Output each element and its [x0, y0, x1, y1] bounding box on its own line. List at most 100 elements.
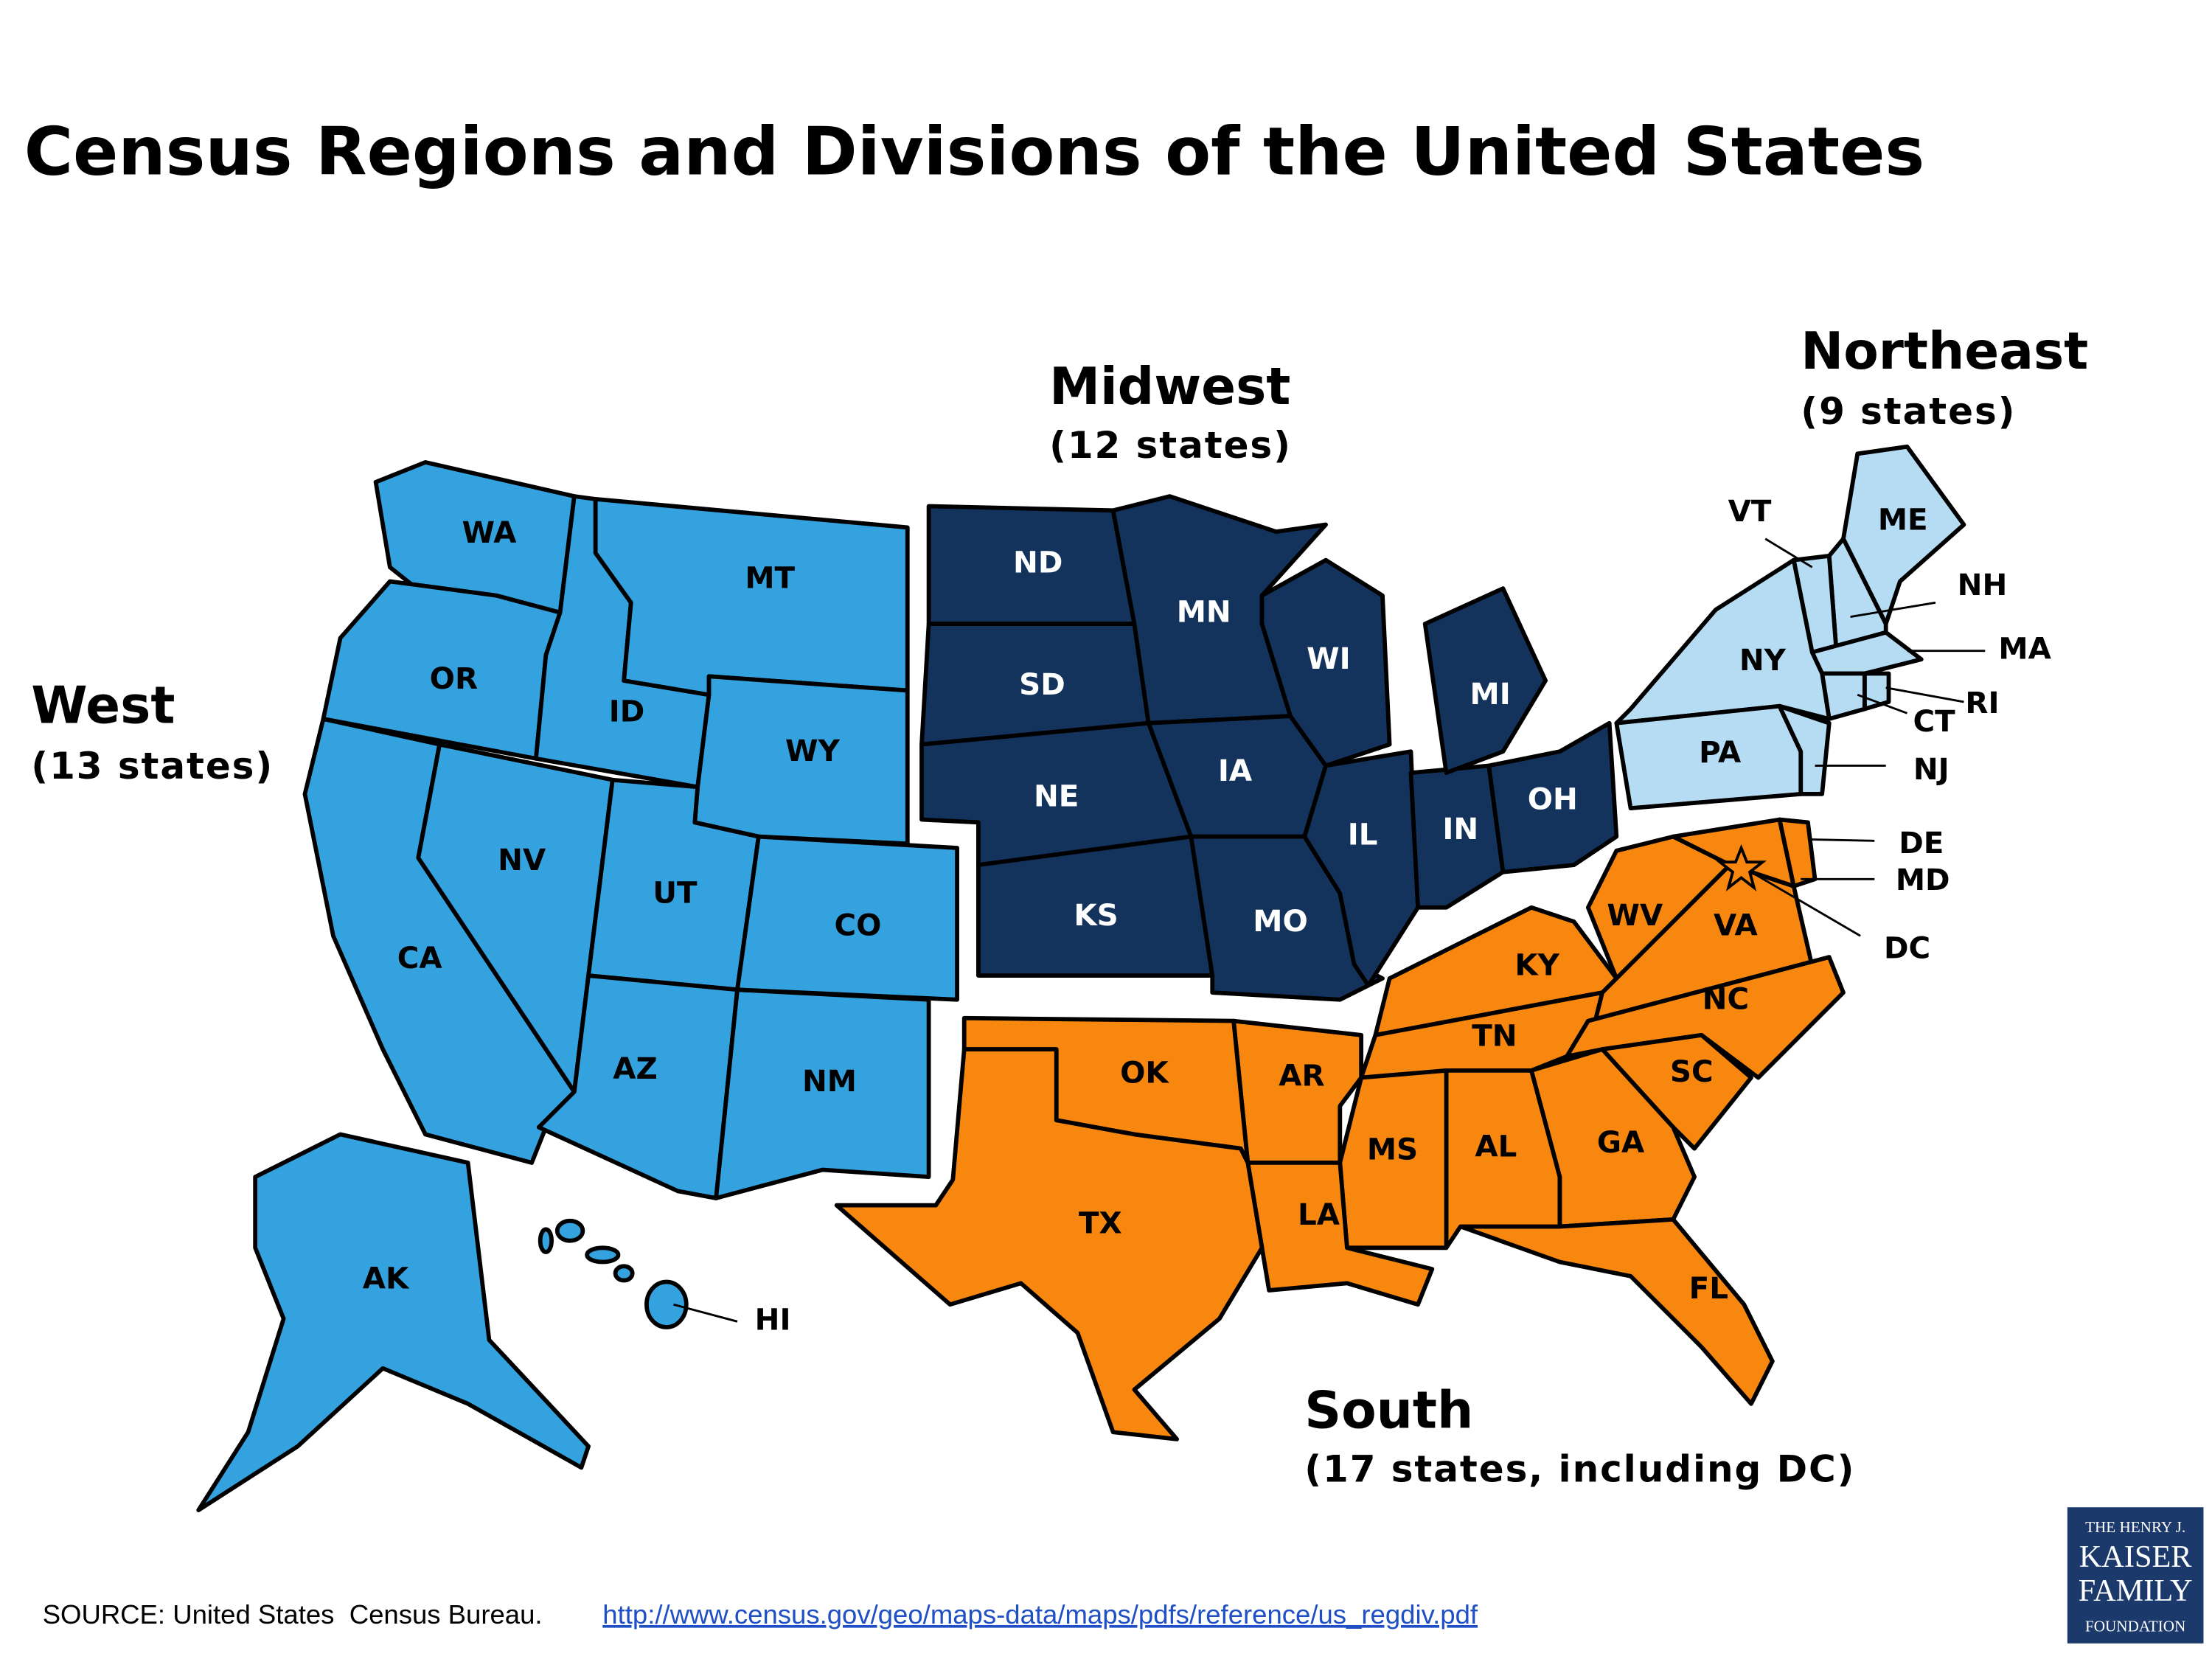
state-label: MA	[1998, 632, 2051, 667]
logo: THE HENRY J. KAISER FAMILY FOUNDATION	[2067, 1507, 2204, 1644]
state-label: MD	[1896, 863, 1950, 897]
state-label: WY	[785, 734, 841, 768]
region-name: West	[31, 677, 175, 736]
leader	[1857, 693, 1908, 714]
region-count: (9 states)	[1801, 390, 2016, 433]
state	[1565, 955, 1846, 1080]
state-label: CO	[834, 908, 881, 943]
source: SOURCE: United States Census Bureau.	[43, 1599, 543, 1630]
state	[1245, 1161, 1435, 1307]
leader	[1885, 686, 1964, 703]
state	[834, 1047, 1265, 1441]
state-label: IL	[1348, 818, 1378, 852]
state-label: NJ	[1913, 752, 1950, 787]
region-south	[834, 817, 1846, 1441]
state-label: WI	[1307, 641, 1351, 676]
state	[1777, 703, 1832, 796]
state	[1862, 671, 1891, 712]
state-label: SD	[1019, 667, 1065, 702]
state-label: NY	[1739, 643, 1787, 678]
state	[593, 497, 910, 698]
state-label: MS	[1367, 1133, 1418, 1167]
island	[585, 1245, 621, 1265]
state-label: WV	[1607, 898, 1663, 933]
logo-box	[2067, 1507, 2204, 1644]
state-label: LA	[1298, 1197, 1340, 1232]
state-label: TN	[1472, 1019, 1517, 1054]
leader	[1764, 538, 1813, 568]
state-label: DC	[1884, 931, 1930, 965]
state	[735, 834, 959, 1002]
state-label: CT	[1913, 704, 1955, 739]
region-name: South	[1304, 1381, 1473, 1440]
logo-text: KAISER	[2079, 1540, 2193, 1574]
state	[1486, 720, 1619, 874]
state-label: PA	[1699, 735, 1742, 770]
state	[196, 1132, 591, 1512]
island	[644, 1279, 689, 1329]
island	[613, 1264, 635, 1283]
state-labels: WA OR CA NV ID MT WY UT CO AZ NM AK HI N…	[363, 494, 2052, 1337]
state	[1614, 557, 1832, 726]
state-label: WA	[462, 515, 517, 550]
logo-text: FOUNDATION	[2085, 1618, 2185, 1635]
region-midwest	[919, 494, 1619, 1002]
region-count: (17 states, including DC)	[1304, 1448, 1855, 1491]
state-label: SC	[1670, 1054, 1714, 1089]
state-label: MN	[1177, 595, 1231, 630]
state-label: IN	[1442, 812, 1478, 846]
dc-star	[1716, 844, 1767, 891]
region-count: (13 states)	[31, 745, 274, 787]
state-label: NC	[1703, 982, 1749, 1017]
state-label: KY	[1514, 948, 1559, 983]
leader	[1750, 871, 1861, 937]
state-label: FL	[1689, 1271, 1728, 1306]
region-count: (12 states)	[1049, 424, 1292, 467]
leader-lines	[673, 538, 1986, 1323]
state-label: AK	[363, 1262, 410, 1296]
leader	[673, 1303, 738, 1323]
state	[1458, 1217, 1775, 1406]
state-label: OK	[1120, 1056, 1169, 1091]
state	[714, 987, 931, 1200]
state-label: NE	[1034, 779, 1079, 814]
state-label: AR	[1279, 1059, 1324, 1093]
state-label: OH	[1528, 782, 1578, 817]
state-label: GA	[1597, 1125, 1645, 1160]
state-label: NM	[802, 1064, 857, 1099]
state-label: IA	[1218, 754, 1253, 788]
state-label: ND	[1013, 545, 1062, 580]
region-name: Midwest	[1049, 358, 1290, 417]
state-label: MT	[745, 561, 795, 596]
state	[1259, 557, 1392, 768]
source-link[interactable]: http://www.census.gov/geo/maps-data/maps…	[602, 1599, 1478, 1630]
island	[554, 1218, 585, 1243]
state-label: ME	[1878, 503, 1928, 538]
leader	[1807, 838, 1875, 842]
state-label: RI	[1965, 686, 1999, 720]
region-name: Northeast	[1801, 322, 2088, 381]
state-label: AZ	[613, 1051, 658, 1086]
leader	[1850, 601, 1936, 618]
logo-text: FAMILY	[2079, 1573, 2193, 1608]
state-label: HI	[755, 1302, 791, 1337]
logo-text: THE HENRY J.	[2085, 1518, 2185, 1536]
region-west	[196, 460, 959, 1512]
state-label: ID	[609, 694, 645, 728]
state-label: MI	[1470, 677, 1511, 712]
state-label: OR	[430, 661, 478, 696]
state-label: NH	[1958, 568, 2008, 602]
island	[538, 1227, 554, 1254]
state-hi	[538, 1218, 689, 1329]
state	[1422, 586, 1548, 775]
state-label: VT	[1728, 494, 1772, 529]
state-label: TX	[1079, 1206, 1122, 1241]
state-label: NV	[498, 843, 546, 877]
title: Census Regions and Divisions of the Unit…	[24, 113, 1925, 190]
state-label: DE	[1899, 826, 1944, 860]
state-label: KS	[1074, 898, 1118, 933]
state-label: MO	[1253, 904, 1308, 939]
state-label: CA	[397, 941, 443, 975]
